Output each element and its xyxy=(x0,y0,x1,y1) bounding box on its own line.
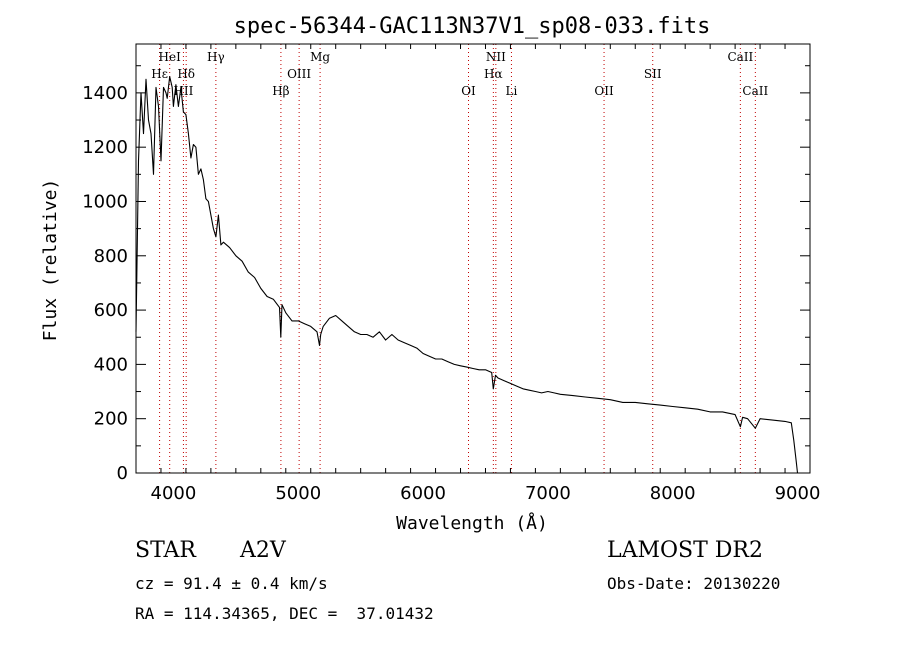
x-tick-label: 6000 xyxy=(400,483,446,504)
spectral-line-label: HII xyxy=(173,84,193,98)
y-tick-label: 1200 xyxy=(82,137,128,158)
y-tick-label: 200 xyxy=(94,409,128,430)
sky-coordinates: RA = 114.34365, DEC = 37.01432 xyxy=(135,604,434,623)
spectral-line-label: SII xyxy=(644,67,662,81)
survey-name: LAMOST DR2 xyxy=(607,538,763,563)
spectral-line-label: Hε xyxy=(151,67,168,81)
spectrum-line xyxy=(135,76,799,474)
spectral-line-label: OIII xyxy=(287,67,311,81)
spectral-line-label: Hγ xyxy=(207,50,225,64)
y-tick-label: 800 xyxy=(94,246,128,267)
y-axis-label: Flux (relative) xyxy=(40,179,61,342)
spectral-line-label: OI xyxy=(461,84,476,98)
spectral-line-label: OII xyxy=(594,84,614,98)
y-tick-label: 1400 xyxy=(82,83,128,104)
spectral-line-label: Li xyxy=(506,84,518,98)
x-tick-label: 5000 xyxy=(275,483,321,504)
spectral-line-label: CaII xyxy=(742,84,768,98)
spectral-line-label: Hδ xyxy=(177,67,195,81)
object-class: STAR xyxy=(135,538,196,563)
plot-frame xyxy=(135,43,811,474)
observation-date: Obs-Date: 20130220 xyxy=(607,574,781,593)
x-axis-label: Wavelength (Å) xyxy=(396,512,548,534)
y-tick-label: 0 xyxy=(117,463,128,484)
spectral-line-label: CaII xyxy=(727,50,753,64)
y-tick-label: 600 xyxy=(94,300,128,321)
x-tick-label: 7000 xyxy=(525,483,571,504)
x-tick-label: 4000 xyxy=(151,483,197,504)
spectral-line-label: HeI xyxy=(159,50,182,64)
spectral-line-label: Hβ xyxy=(272,84,289,98)
y-tick-label: 400 xyxy=(94,354,128,375)
spectral-line-label: Mg xyxy=(310,50,330,64)
y-tick-label: 1000 xyxy=(82,191,128,212)
spectral-line-label: Hα xyxy=(484,67,503,81)
x-tick-label: 8000 xyxy=(650,483,696,504)
spectral-subclass: A2V xyxy=(240,538,286,563)
spectral-line-label: NII xyxy=(486,50,506,64)
redshift-velocity: cz = 91.4 ± 0.4 km/s xyxy=(135,574,328,593)
chart-title: spec-56344-GAC113N37V1_sp08-033.fits xyxy=(234,14,711,39)
x-tick-label: 9000 xyxy=(775,483,821,504)
